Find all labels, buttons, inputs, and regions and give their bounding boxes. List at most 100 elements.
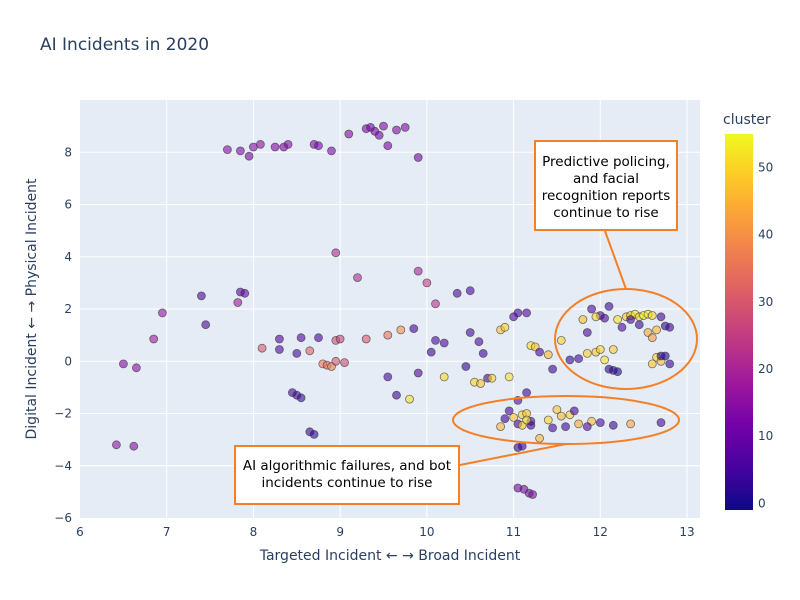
data-point: [647, 333, 657, 343]
data-point: [305, 346, 315, 356]
data-point: [374, 130, 384, 140]
data-point: [613, 315, 622, 324]
data-point: [413, 368, 423, 378]
data-point: [569, 406, 579, 416]
data-point: [574, 419, 583, 429]
data-point: [634, 320, 644, 330]
data-point: [413, 153, 423, 162]
data-point: [465, 328, 475, 337]
data-point: [422, 278, 432, 288]
data-point: [504, 406, 514, 416]
data-point: [431, 335, 440, 345]
data-point: [543, 350, 553, 360]
data-point: [465, 286, 475, 296]
data-point: [522, 388, 531, 398]
data-point: [656, 418, 666, 428]
annotation-arrow-upper: [604, 230, 627, 290]
data-point: [361, 334, 371, 344]
data-point: [617, 322, 627, 332]
data-point: [400, 123, 410, 132]
colorbar-tick-label: 40: [758, 228, 773, 242]
data-point: [426, 347, 436, 357]
data-point: [543, 415, 553, 425]
annotation-text: Predictive policing, and facial recognitio…: [542, 154, 671, 221]
data-point: [513, 308, 523, 318]
data-point: [235, 146, 245, 156]
data-point: [292, 348, 302, 358]
y-tick-label: 8: [64, 145, 72, 159]
data-point: [392, 390, 401, 400]
y-tick-label: −4: [54, 459, 72, 473]
data-point: [535, 433, 544, 443]
data-point: [647, 359, 657, 369]
data-point: [314, 141, 323, 151]
data-point: [595, 345, 605, 354]
annotation-box-upper: [534, 140, 678, 231]
data-point: [665, 359, 675, 369]
data-point: [608, 345, 618, 354]
data-point: [340, 358, 349, 368]
data-point: [656, 312, 666, 322]
data-point: [548, 423, 557, 433]
data-point: [257, 343, 267, 353]
data-point: [270, 142, 280, 152]
data-point: [344, 129, 354, 139]
data-point: [335, 334, 345, 344]
annotations: Predictive policing, and facial recognitio…: [234, 140, 698, 505]
data-point: [500, 414, 510, 424]
data-point: [157, 308, 167, 318]
data-point: [591, 312, 601, 322]
y-axis-ticks: −6 −4 −2 0 2 4 6 8: [54, 145, 72, 525]
data-point: [556, 335, 566, 345]
x-tick-label: 8: [250, 525, 258, 539]
data-point: [452, 288, 462, 298]
data-point: [331, 248, 341, 258]
y-tick-label: 4: [64, 250, 72, 264]
data-point: [309, 429, 319, 439]
data-point: [131, 363, 141, 373]
colorbar-gradient: [725, 134, 753, 510]
data-point: [626, 419, 635, 429]
data-point: [652, 325, 661, 335]
data-point: [331, 356, 341, 366]
grid: [80, 100, 700, 518]
data-point: [396, 325, 406, 335]
scatter-points: [112, 121, 675, 499]
y-axis-label: Digital Incident ← → Physical Incident: [24, 178, 40, 439]
data-point: [274, 334, 284, 344]
colorbar-tick-label: 0: [758, 496, 766, 510]
data-point: [405, 394, 414, 404]
data-point: [504, 372, 514, 382]
data-point: [413, 266, 423, 276]
colorbar-tick-label: 10: [758, 429, 773, 443]
x-tick-label: 7: [163, 525, 171, 539]
x-tick-label: 9: [336, 525, 344, 539]
data-point: [314, 333, 323, 343]
data-point: [535, 347, 544, 357]
data-point: [244, 151, 254, 161]
data-point: [439, 372, 449, 382]
colorbar: cluster 0 10 20 30 40 50: [723, 112, 773, 510]
data-point: [595, 418, 605, 428]
y-tick-label: −6: [54, 511, 72, 525]
data-point: [500, 322, 510, 332]
x-tick-label: 6: [76, 525, 84, 539]
data-point: [626, 315, 635, 324]
data-point: [392, 125, 401, 135]
data-point: [582, 328, 592, 337]
data-point: [379, 121, 388, 131]
y-tick-label: 2: [64, 302, 72, 316]
data-point: [296, 393, 306, 403]
x-tick-label: 10: [419, 525, 434, 539]
data-point: [552, 405, 562, 415]
data-point: [296, 333, 306, 343]
data-point: [409, 324, 419, 334]
data-point: [233, 298, 243, 307]
data-point: [255, 139, 265, 149]
data-point: [587, 304, 596, 314]
data-point: [431, 299, 440, 309]
x-axis-label: Targeted Incident ← → Broad Incident: [259, 548, 521, 564]
data-point: [565, 355, 575, 365]
data-point: [353, 273, 362, 283]
